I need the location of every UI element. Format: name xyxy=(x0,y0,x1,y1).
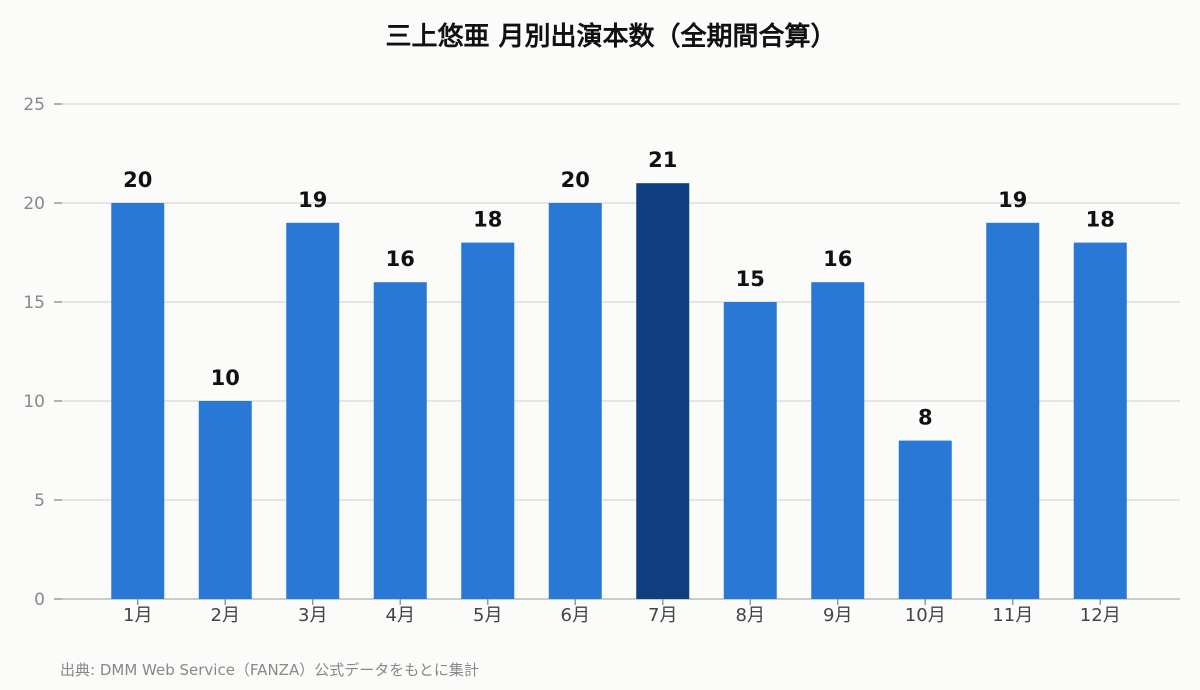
x-tick-label: 9月 xyxy=(823,605,852,626)
x-tick-label: 2月 xyxy=(211,605,240,626)
data-label: 19 xyxy=(298,188,327,212)
y-tick-label: 5 xyxy=(34,491,45,511)
data-label: 18 xyxy=(473,208,502,232)
x-tick-label: 8月 xyxy=(736,605,765,626)
bar xyxy=(548,203,602,599)
bar xyxy=(198,401,252,599)
data-label: 20 xyxy=(123,168,152,192)
x-tick-label: 6月 xyxy=(561,605,590,626)
bar xyxy=(111,203,165,599)
data-label: 15 xyxy=(736,267,765,291)
data-labels: 20 10 19 16 18 20 21 15 16 8 19 18 xyxy=(123,148,1115,429)
y-tick-label: 15 xyxy=(23,293,45,313)
x-tick-label: 4月 xyxy=(386,605,415,626)
y-axis: 0 5 10 15 20 25 xyxy=(23,95,62,610)
bar xyxy=(461,242,515,599)
y-tick-label: 10 xyxy=(23,392,45,412)
bar xyxy=(286,222,340,600)
bar xyxy=(373,282,427,599)
y-tick-label: 20 xyxy=(23,194,45,214)
x-tick-label: 12月 xyxy=(1080,605,1121,626)
data-label: 8 xyxy=(918,406,933,430)
data-label: 20 xyxy=(561,168,590,192)
bar xyxy=(898,440,952,599)
data-label: 10 xyxy=(211,366,240,390)
bar xyxy=(1073,242,1127,599)
bar xyxy=(636,183,690,599)
x-tick-label: 10月 xyxy=(905,605,946,626)
data-label: 19 xyxy=(998,188,1027,212)
x-axis: 1月 2月 3月 4月 5月 6月 7月 8月 9月 10月 11月 12月 xyxy=(123,599,1121,626)
data-label: 21 xyxy=(648,148,677,172)
y-tick-label: 0 xyxy=(34,590,45,610)
bar xyxy=(723,302,777,599)
x-tick-label: 7月 xyxy=(648,605,677,626)
x-tick-label: 3月 xyxy=(298,605,327,626)
data-label: 16 xyxy=(823,247,852,271)
x-tick-label: 1月 xyxy=(123,605,152,626)
x-tick-label: 11月 xyxy=(992,605,1033,626)
data-label: 18 xyxy=(1086,208,1115,232)
x-tick-label: 5月 xyxy=(473,605,502,626)
source-note: 出典: DMM Web Service（FANZA）公式データをもとに集計 xyxy=(60,661,479,679)
bars xyxy=(111,183,1127,600)
chart-title: 三上悠亜 月別出演本数（全期間合算） xyxy=(385,21,836,52)
y-tick-label: 25 xyxy=(23,95,45,115)
data-label: 16 xyxy=(386,247,415,271)
bar xyxy=(986,222,1040,600)
bar xyxy=(811,282,865,599)
